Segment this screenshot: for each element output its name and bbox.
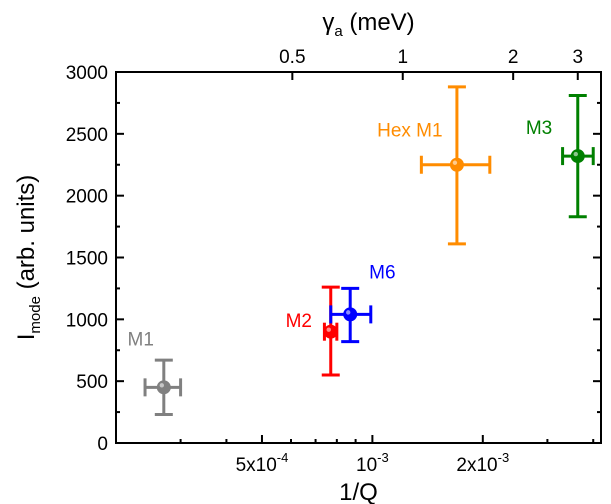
y-tick-label: 3000 bbox=[66, 63, 108, 84]
x-tick-label: 5x10-4 bbox=[236, 450, 289, 476]
point-label: M1 bbox=[128, 329, 154, 350]
point-label: M3 bbox=[526, 118, 552, 139]
point-highlight bbox=[346, 310, 351, 315]
data-points: M1 M2 M6 Hex M1 M3 bbox=[128, 85, 595, 417]
x-axis-title: 1/Q bbox=[339, 479, 378, 504]
data-point: M1 bbox=[128, 329, 183, 417]
y-tick-label: 1000 bbox=[66, 310, 108, 331]
x-top-tick-label: 0.5 bbox=[279, 47, 305, 68]
x-top-axis-title: γa (meV) bbox=[322, 9, 414, 40]
x-top-tick-label: 1 bbox=[397, 47, 408, 68]
point-marker bbox=[570, 149, 585, 164]
point-marker bbox=[449, 157, 464, 172]
data-point: Hex M1 bbox=[377, 85, 492, 246]
point-highlight bbox=[326, 327, 331, 332]
y-tick-label: 0 bbox=[97, 434, 108, 455]
point-marker bbox=[343, 307, 358, 322]
point-highlight bbox=[452, 160, 458, 165]
y-tick-label: 1500 bbox=[66, 249, 108, 270]
y-tick-label: 2000 bbox=[66, 187, 108, 208]
y-axis-title: Imode (arb. units) bbox=[13, 175, 44, 341]
data-point: M6 bbox=[329, 263, 396, 344]
data-point: M3 bbox=[526, 93, 595, 219]
point-marker bbox=[156, 380, 171, 395]
point-label: Hex M1 bbox=[377, 120, 442, 141]
y-tick-label: 2500 bbox=[66, 125, 108, 146]
point-marker bbox=[323, 324, 338, 339]
point-label: M2 bbox=[286, 311, 312, 332]
point-label: M6 bbox=[369, 263, 395, 284]
y-tick-label: 500 bbox=[76, 372, 108, 393]
x-top-tick-label: 3 bbox=[572, 47, 583, 68]
x-top-tick-label: 2 bbox=[508, 47, 519, 68]
data-point: M2 bbox=[286, 285, 340, 377]
tick-labels: 0 500 1000 1500 2000 2500 3000 5x10-4 10-3 2x10-3… bbox=[66, 47, 583, 476]
point-highlight bbox=[573, 151, 578, 157]
axis-ticks bbox=[116, 71, 601, 444]
x-tick-label: 10-3 bbox=[356, 450, 389, 476]
x-tick-label: 2x10-3 bbox=[456, 450, 509, 476]
point-highlight bbox=[159, 383, 165, 388]
